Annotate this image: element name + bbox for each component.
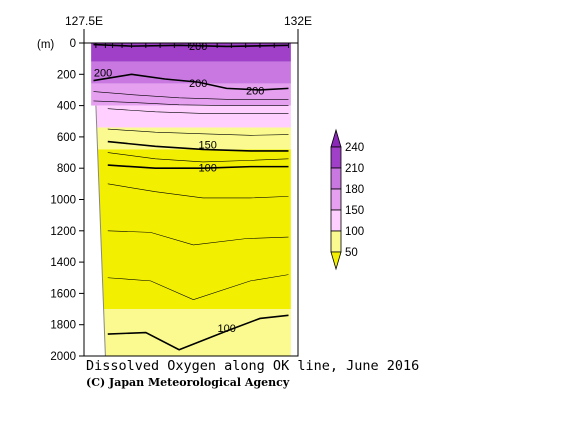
y-axis: 0 200 400 600 800 1000 1200 1400 1600 1800 2000 (m) xyxy=(37,38,84,363)
contour-label: 150 xyxy=(198,140,216,152)
contour-line-90 xyxy=(107,183,289,199)
contour-label: 200 xyxy=(189,78,207,90)
legend-upper-triangle xyxy=(330,128,342,148)
oxygen-band xyxy=(91,105,291,128)
contour-label: 100 xyxy=(217,323,235,335)
oxygen-band xyxy=(91,149,291,310)
contour-line-170 xyxy=(107,108,289,114)
contour-line-160 xyxy=(107,128,289,136)
no-data-region xyxy=(84,105,106,356)
contour-line-140 xyxy=(107,152,289,163)
contour-line-70 xyxy=(107,274,289,300)
contour-label: 200 xyxy=(94,68,112,80)
color-legend: 240 210 180 150 100 50 xyxy=(330,128,364,271)
contour-line-100 xyxy=(107,314,289,351)
oxygen-band xyxy=(91,127,291,150)
y-unit-label: (m) xyxy=(37,39,54,51)
chart-title: Dissolved Oxygen along OK line, June 201… xyxy=(86,358,420,374)
legend-level-label: 210 xyxy=(345,163,364,175)
legend-level-label: 240 xyxy=(345,142,364,154)
contour-line-150 xyxy=(107,140,289,152)
legend-level-label: 150 xyxy=(345,205,364,217)
contour-line-200 xyxy=(93,73,289,91)
legend-level-label: 100 xyxy=(345,226,364,238)
y-tick-label: 1600 xyxy=(50,288,76,300)
y-tick-label: 400 xyxy=(57,101,76,113)
x-tick-label: 127.5E xyxy=(65,14,103,28)
bottom-boundary-line xyxy=(95,105,106,356)
y-tick-label: 600 xyxy=(57,132,76,144)
legend-swatch xyxy=(330,230,342,253)
agency-credit: (C) Japan Meteorological Agency xyxy=(86,376,290,389)
legend-swatch xyxy=(330,167,342,190)
oxygen-band xyxy=(91,61,291,84)
legend-swatch xyxy=(330,146,342,169)
oxygen-band xyxy=(91,43,291,62)
contour-line-190 xyxy=(93,91,289,100)
y-tick-label: 200 xyxy=(57,69,76,81)
y-tick-label: 1000 xyxy=(50,195,76,207)
y-tick-label: 1200 xyxy=(50,226,76,238)
legend-swatch xyxy=(330,188,342,211)
y-tick-label: 2000 xyxy=(50,351,76,363)
legend-level-label: 50 xyxy=(345,247,358,259)
y-tick-label: 0 xyxy=(70,38,76,50)
contour-line-100 xyxy=(107,164,289,169)
contour-line-180 xyxy=(93,100,289,106)
y-tick-label: 1400 xyxy=(50,257,76,269)
contour-label: 200 xyxy=(246,86,264,98)
legend-swatch xyxy=(330,209,342,232)
legend-level-label: 180 xyxy=(345,184,364,196)
y-tick-label: 800 xyxy=(57,163,76,175)
y-tick-label: 1800 xyxy=(50,320,76,332)
contour-lines xyxy=(93,43,289,351)
contour-label: 100 xyxy=(198,162,216,174)
oxygen-fill-bands xyxy=(84,43,291,356)
contour-line-80 xyxy=(107,230,289,246)
oxygen-band xyxy=(91,309,291,356)
legend-lower-triangle xyxy=(330,251,342,271)
contour-line-200 xyxy=(93,43,289,48)
x-tick-label: 132E xyxy=(284,14,312,28)
x-axis: 127.5E 132E xyxy=(65,14,312,48)
